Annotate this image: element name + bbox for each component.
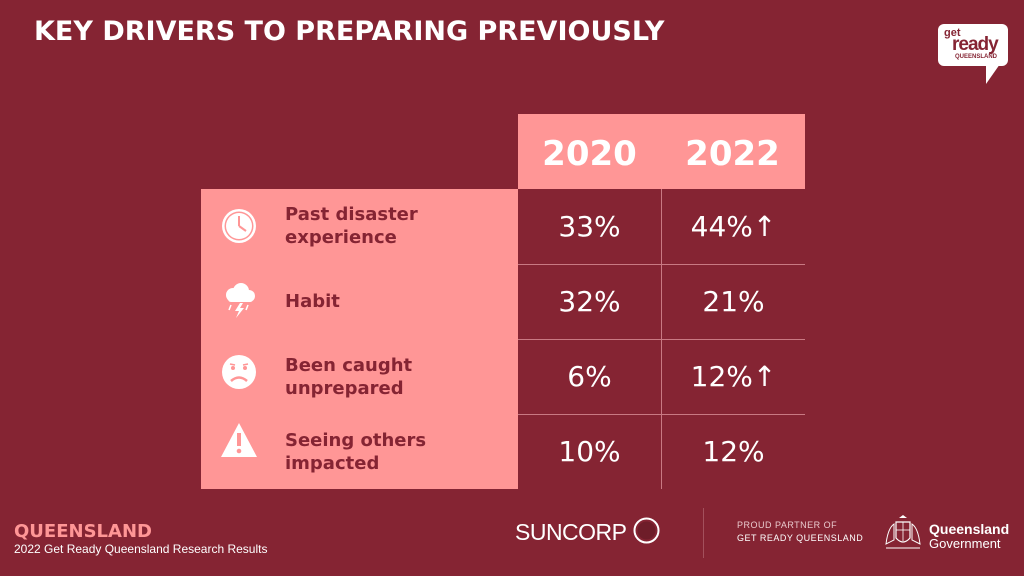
gov-name-line-1: Queensland (929, 521, 1010, 537)
row-label-habit: Habit (285, 290, 485, 313)
value-cell-2020: 33% (558, 210, 621, 243)
row-label-line: impacted (285, 453, 380, 474)
row-label-past-disaster: Past disaster experience (285, 203, 485, 249)
logo-get-text: get (944, 27, 961, 39)
row-label-line: experience (285, 227, 397, 248)
warning-icon (219, 421, 259, 461)
year-2022-header: 2022 (685, 134, 780, 174)
clock-icon (219, 206, 259, 246)
storm-cloud-icon (219, 279, 259, 319)
row-label-line: Been caught (285, 355, 413, 376)
year-2020-header: 2020 (542, 134, 637, 174)
drivers-label-column: Past disaster experience Habit Been caug… (201, 189, 518, 489)
queensland-crest-icon (882, 514, 924, 554)
suncorp-logo-text: SUNCORP (515, 519, 627, 545)
row-label-seeing-others: Seeing others impacted (285, 429, 485, 475)
partner-line-1: PROUD PARTNER OF (737, 520, 838, 530)
value-cell-2020: 32% (558, 285, 621, 318)
logo-ready-text: ready (952, 34, 999, 55)
footer-divider (703, 508, 704, 558)
suncorp-ring-icon (633, 517, 660, 544)
row-label-line: Habit (285, 291, 340, 312)
row-label-caught-unprepared: Been caught unprepared (285, 354, 485, 400)
page-title: KEY DRIVERS TO PREPARING PREVIOUSLY (34, 16, 665, 47)
value-cell-2020: 6% (567, 360, 612, 393)
value-cell-2020: 10% (558, 435, 621, 468)
row-label-line: unprepared (285, 378, 404, 399)
table-header: 2020 2022 (518, 114, 805, 189)
value-cell-2022: 21% (702, 285, 765, 318)
value-cell-2022: 12% (702, 435, 765, 468)
value-cell-2022: 44%↑ (690, 210, 777, 243)
row-label-line: Past disaster (285, 204, 418, 225)
get-ready-queensland-logo: get ready QUEENSLAND (938, 24, 1008, 86)
footer-region: QUEENSLAND (14, 521, 152, 542)
row-label-line: Seeing others (285, 430, 427, 451)
table-row-divider (518, 339, 805, 340)
partner-line-2: GET READY QUEENSLAND (737, 533, 864, 543)
logo-queensland-text: QUEENSLAND (955, 54, 998, 60)
value-cell-2022: 12%↑ (690, 360, 777, 393)
footer-subtitle: 2022 Get Ready Queensland Research Resul… (14, 542, 268, 556)
sad-face-icon (219, 352, 259, 392)
gov-name-line-2: Government (929, 536, 1001, 551)
table-row-divider (518, 264, 805, 265)
table-row-divider (518, 414, 805, 415)
